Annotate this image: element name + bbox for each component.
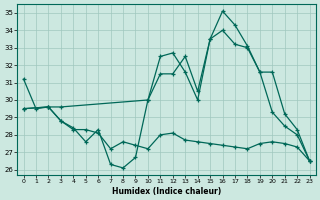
- X-axis label: Humidex (Indice chaleur): Humidex (Indice chaleur): [112, 187, 221, 196]
